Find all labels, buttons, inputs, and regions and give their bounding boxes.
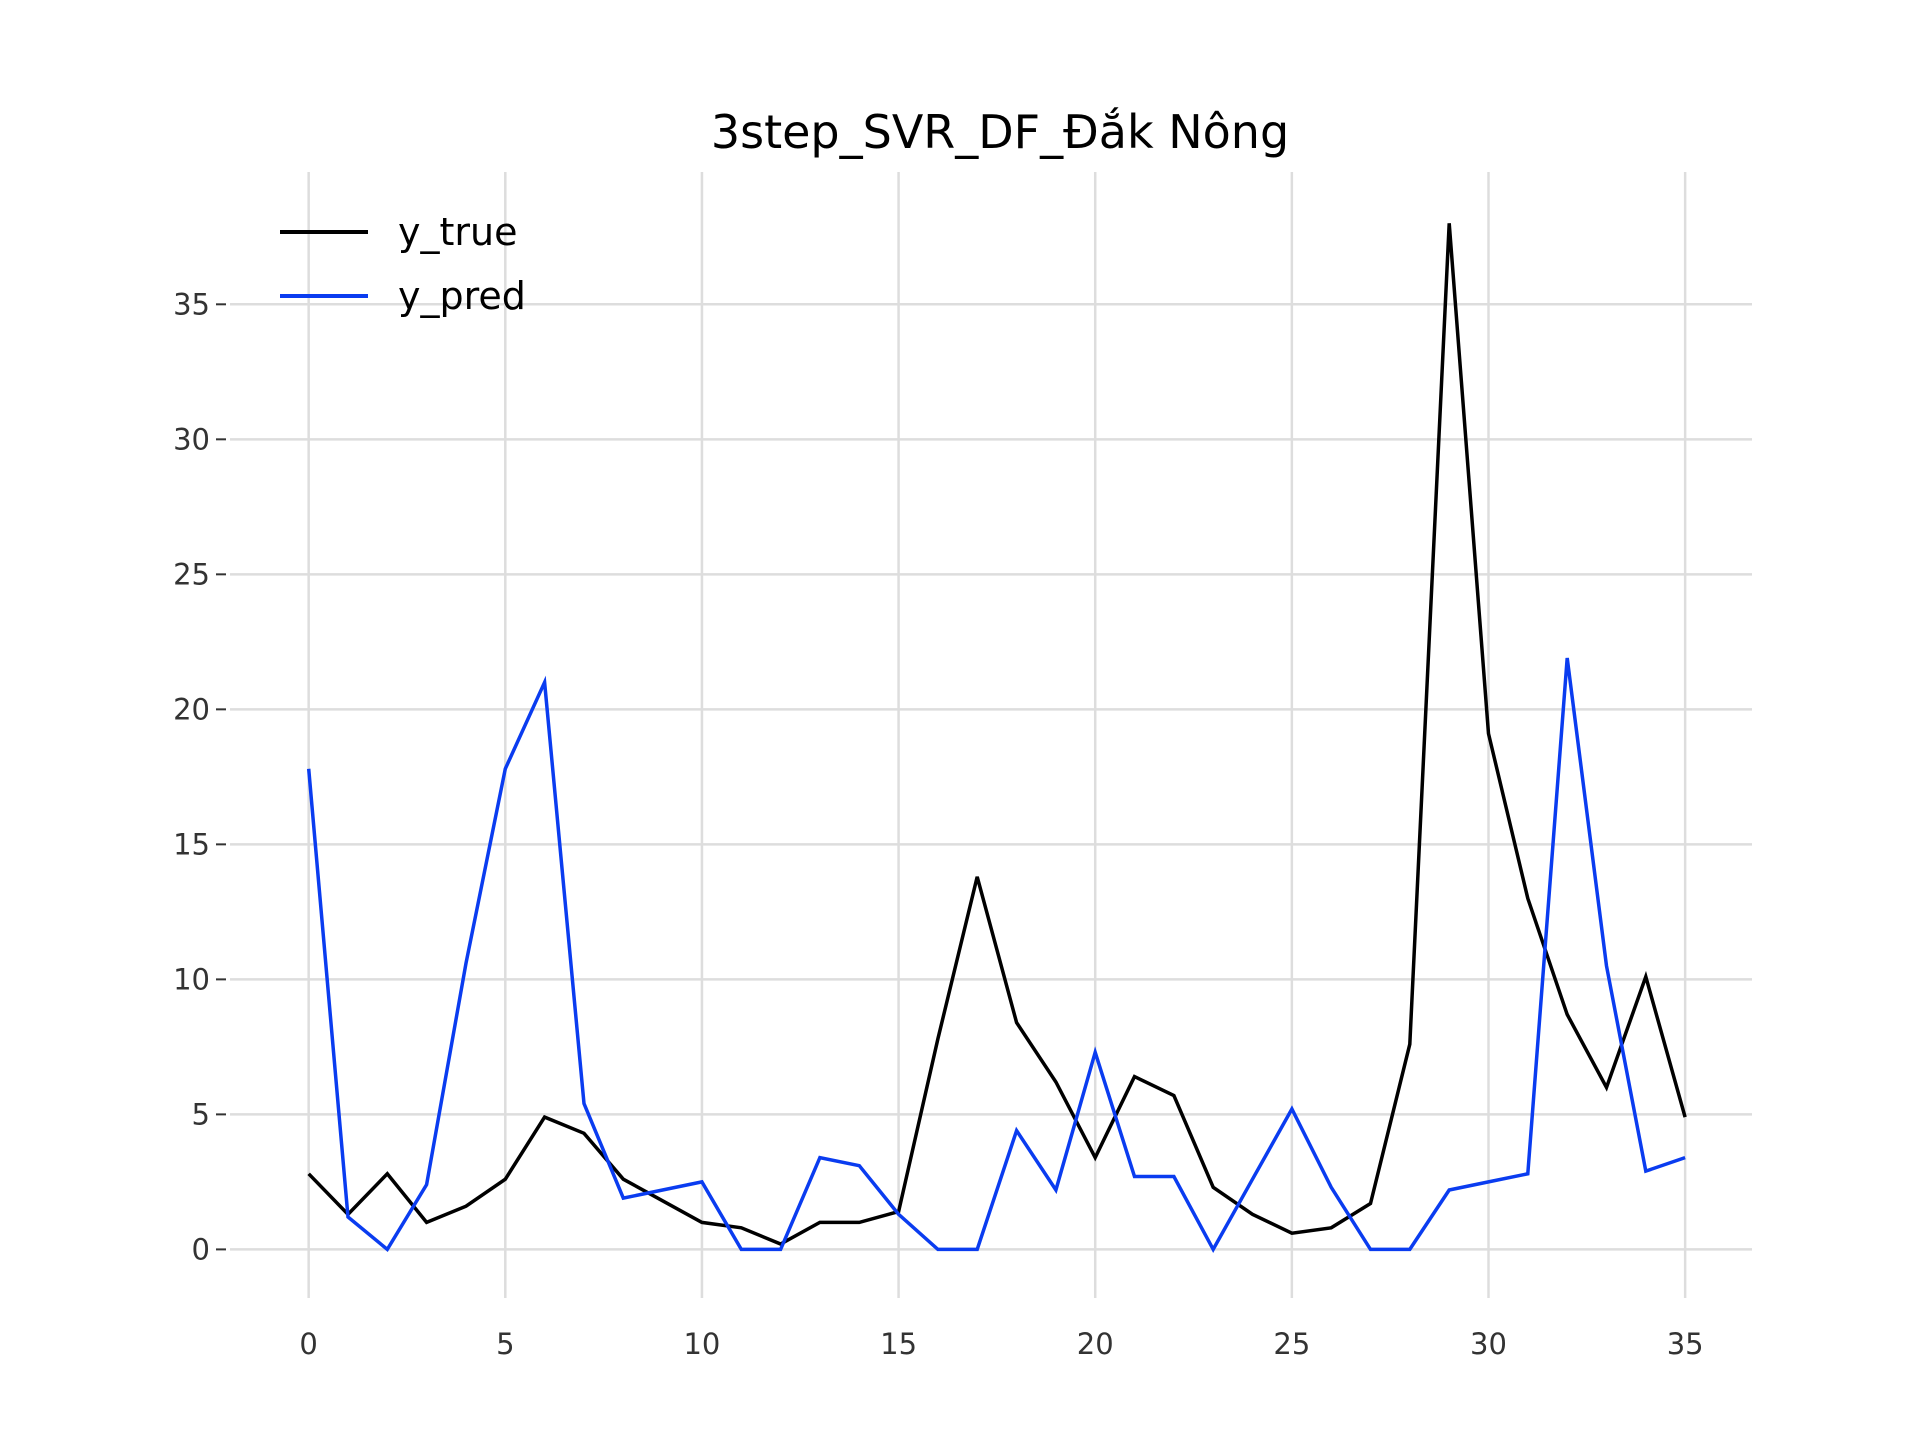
legend-label-y-true: y_true bbox=[398, 210, 517, 254]
series-line-y-true bbox=[307, 223, 1687, 1246]
chart-title: 3step_SVR_DF_Đắk Nông bbox=[711, 105, 1289, 159]
x-tick-label: 10 bbox=[683, 1327, 720, 1361]
x-tick-label: 20 bbox=[1077, 1327, 1114, 1361]
x-tick-label: 25 bbox=[1273, 1327, 1310, 1361]
y-tick-label: 0 bbox=[192, 1232, 210, 1266]
legend-label-y-pred: y_pred bbox=[398, 274, 526, 318]
y-tick-label: 5 bbox=[192, 1097, 210, 1131]
series-lines bbox=[306, 223, 1687, 1254]
y-tick-label: 10 bbox=[173, 962, 210, 996]
y-tick-label: 30 bbox=[173, 422, 210, 456]
series-line-y-pred bbox=[306, 657, 1686, 1254]
y-tick-label: 20 bbox=[173, 692, 210, 726]
grid bbox=[230, 172, 1752, 1298]
x-tick-label: 5 bbox=[496, 1327, 514, 1361]
x-tick-label: 30 bbox=[1470, 1327, 1507, 1361]
legend: y_true y_pred bbox=[280, 210, 526, 318]
y-tick-label: 35 bbox=[173, 287, 210, 321]
x-tick-label: 0 bbox=[299, 1327, 317, 1361]
axis-ticks: 0 5 10 15 20 25 30 35 0 5 10 15 20 25 30 35 bbox=[173, 287, 1704, 1361]
x-tick-label: 35 bbox=[1667, 1327, 1704, 1361]
y-tick-label: 25 bbox=[173, 557, 210, 591]
x-tick-label: 15 bbox=[880, 1327, 917, 1361]
y-tick-label: 15 bbox=[173, 827, 210, 861]
